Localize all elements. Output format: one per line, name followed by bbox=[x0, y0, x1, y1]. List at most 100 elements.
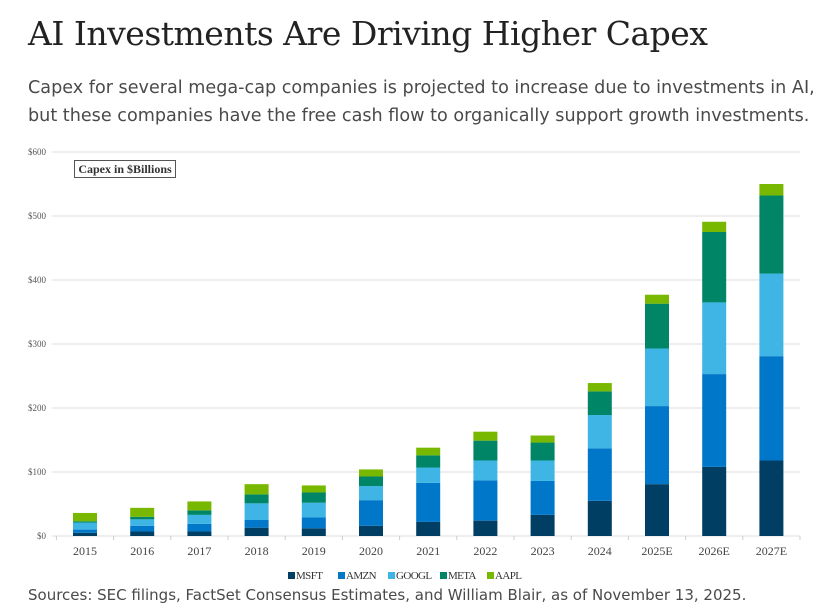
page-title: AI Investments Are Driving Higher Capex bbox=[28, 14, 708, 53]
x-tick-label: 2022 bbox=[473, 544, 497, 558]
bar-aapl-2022 bbox=[473, 431, 498, 441]
y-tick-label: $500 bbox=[28, 211, 47, 221]
bar-amzn-2017 bbox=[187, 523, 212, 532]
bar-meta-2022 bbox=[473, 440, 498, 461]
legend-label-msft: MSFT bbox=[296, 570, 323, 582]
bar-msft-2022 bbox=[473, 520, 498, 536]
bar-meta-2025E bbox=[645, 303, 669, 349]
y-tick-label: $400 bbox=[28, 275, 47, 285]
bar-googl-2025E bbox=[645, 348, 669, 407]
sources-note: Sources: SEC filings, FactSet Consensus … bbox=[28, 586, 747, 604]
legend-label-meta: META bbox=[448, 570, 477, 582]
bar-googl-2021 bbox=[416, 467, 441, 483]
bar-aapl-2017 bbox=[187, 501, 212, 511]
bar-meta-2026E bbox=[702, 232, 727, 303]
bar-msft-2016 bbox=[130, 531, 155, 536]
bar-aapl-2015 bbox=[73, 512, 97, 522]
x-tick-label: 2018 bbox=[245, 544, 269, 558]
bar-googl-2026E bbox=[702, 302, 727, 375]
bar-amzn-2025E bbox=[645, 406, 669, 485]
bar-meta-2027E bbox=[759, 195, 784, 274]
bar-msft-2023 bbox=[530, 514, 555, 536]
bar-amzn-2026E bbox=[702, 374, 727, 467]
bar-msft-2024 bbox=[587, 500, 612, 536]
y-tick-label: $100 bbox=[28, 467, 47, 477]
legend-swatch-meta bbox=[440, 572, 447, 579]
x-tick-label: 2020 bbox=[359, 544, 383, 558]
bar-googl-2022 bbox=[473, 460, 498, 481]
bar-aapl-2024 bbox=[587, 383, 612, 392]
bar-msft-2018 bbox=[244, 527, 269, 536]
x-tick-label: 2015 bbox=[73, 544, 97, 558]
bar-meta-2015 bbox=[73, 521, 97, 523]
bar-meta-2023 bbox=[530, 442, 555, 461]
bar-googl-2018 bbox=[244, 503, 269, 520]
bar-googl-2023 bbox=[530, 460, 555, 481]
bar-msft-2021 bbox=[416, 521, 441, 536]
bar-meta-2017 bbox=[187, 510, 212, 515]
bar-amzn-2022 bbox=[473, 480, 498, 521]
bar-amzn-2015 bbox=[73, 529, 97, 533]
x-tick-label: 2019 bbox=[302, 544, 326, 558]
y-tick-label: $300 bbox=[28, 339, 47, 349]
bar-googl-2027E bbox=[759, 273, 784, 357]
legend-swatch-msft bbox=[288, 572, 295, 579]
bar-msft-2019 bbox=[301, 528, 326, 536]
bar-amzn-2021 bbox=[416, 482, 441, 522]
annotation-label: Capex in $Billions bbox=[78, 162, 172, 176]
x-tick-label: 2023 bbox=[531, 544, 555, 558]
bar-meta-2020 bbox=[359, 476, 383, 487]
bar-msft-2017 bbox=[187, 531, 212, 536]
bar-aapl-2018 bbox=[244, 484, 269, 495]
bar-aapl-2020 bbox=[359, 469, 383, 477]
bar-aapl-2021 bbox=[416, 447, 441, 456]
x-tick-label: 2027E bbox=[756, 544, 787, 558]
bar-amzn-2016 bbox=[130, 525, 155, 532]
bar-amzn-2024 bbox=[587, 448, 612, 501]
bar-aapl-2019 bbox=[301, 485, 326, 493]
legend-swatch-googl bbox=[388, 572, 395, 579]
bar-msft-2025E bbox=[645, 484, 669, 536]
bar-googl-2020 bbox=[359, 486, 383, 501]
legend-label-amzn: AMZN bbox=[346, 570, 377, 582]
bar-googl-2017 bbox=[187, 514, 212, 524]
x-tick-label: 2021 bbox=[416, 544, 440, 558]
bar-amzn-2023 bbox=[530, 480, 555, 515]
bar-aapl-2027E bbox=[759, 184, 784, 196]
bar-googl-2016 bbox=[130, 519, 155, 526]
bar-googl-2015 bbox=[73, 522, 97, 530]
bar-googl-2019 bbox=[301, 502, 326, 518]
y-tick-label: $200 bbox=[28, 403, 47, 413]
bar-googl-2024 bbox=[587, 415, 612, 449]
x-tick-label: 2024 bbox=[588, 544, 612, 558]
legend-swatch-amzn bbox=[338, 572, 345, 579]
bar-msft-2026E bbox=[702, 466, 727, 536]
bar-msft-2027E bbox=[759, 460, 784, 536]
bar-meta-2016 bbox=[130, 516, 155, 520]
subtitle: Capex for several mega-cap companies is … bbox=[28, 78, 815, 126]
bar-amzn-2020 bbox=[359, 500, 383, 526]
y-tick-label: $600 bbox=[28, 147, 47, 157]
bar-meta-2018 bbox=[244, 494, 269, 504]
x-tick-label: 2016 bbox=[130, 544, 154, 558]
y-tick-label: $0 bbox=[37, 531, 47, 541]
bar-amzn-2018 bbox=[244, 520, 269, 528]
bar-aapl-2016 bbox=[130, 507, 155, 517]
bar-amzn-2027E bbox=[759, 356, 784, 461]
bar-msft-2015 bbox=[73, 532, 97, 536]
bar-aapl-2025E bbox=[645, 294, 669, 304]
bar-amzn-2019 bbox=[301, 517, 326, 529]
bar-msft-2020 bbox=[359, 525, 383, 536]
x-tick-label: 2026E bbox=[699, 544, 730, 558]
legend-label-aapl: AAPL bbox=[495, 570, 522, 582]
bar-aapl-2026E bbox=[702, 221, 727, 232]
legend-label-googl: GOOGL bbox=[396, 570, 432, 582]
bar-meta-2019 bbox=[301, 492, 326, 503]
bar-meta-2021 bbox=[416, 455, 441, 468]
annotation-box bbox=[74, 160, 176, 178]
bar-meta-2024 bbox=[587, 391, 612, 416]
x-tick-label: 2017 bbox=[187, 544, 211, 558]
legend-swatch-aapl bbox=[487, 572, 494, 579]
bar-aapl-2023 bbox=[530, 435, 555, 443]
